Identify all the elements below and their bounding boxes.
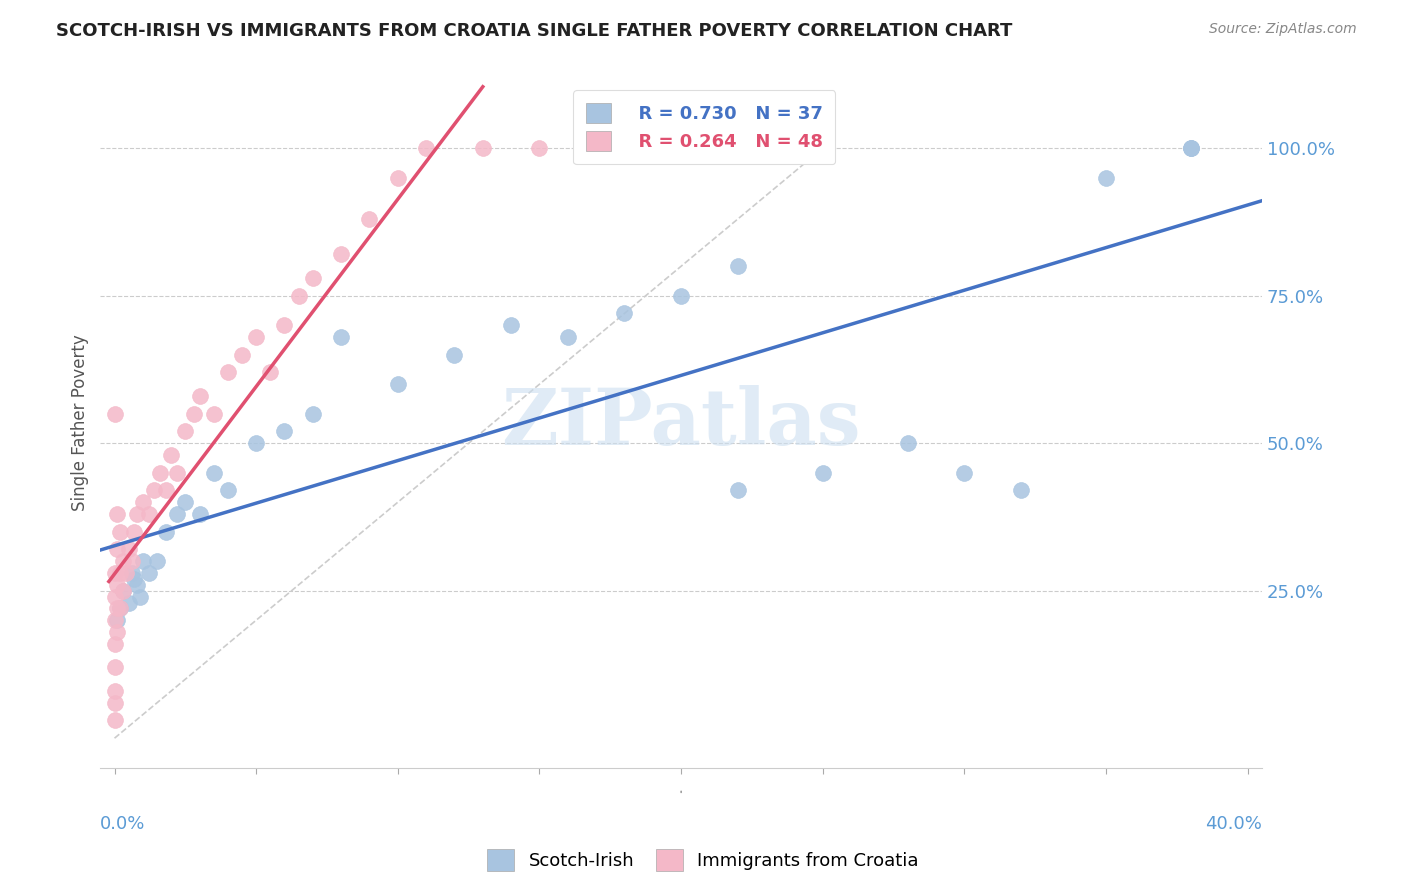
Point bbox=[217, 366, 239, 380]
Legend:   R = 0.730   N = 37,   R = 0.264   N = 48: R = 0.730 N = 37, R = 0.264 N = 48 bbox=[574, 90, 835, 164]
Point bbox=[273, 318, 295, 333]
Point bbox=[259, 366, 281, 380]
Point bbox=[245, 436, 267, 450]
Point bbox=[301, 407, 323, 421]
Point bbox=[217, 483, 239, 498]
Point bbox=[188, 389, 211, 403]
Point bbox=[669, 289, 692, 303]
Point bbox=[415, 141, 437, 155]
Point bbox=[183, 407, 205, 421]
Point bbox=[359, 212, 381, 227]
Y-axis label: Single Father Poverty: Single Father Poverty bbox=[72, 334, 89, 511]
Point bbox=[108, 566, 131, 580]
Point bbox=[1010, 483, 1032, 498]
Point bbox=[174, 495, 197, 509]
Point bbox=[103, 637, 125, 651]
Point bbox=[387, 170, 409, 185]
Point bbox=[132, 495, 155, 509]
Point bbox=[115, 566, 138, 580]
Point bbox=[127, 578, 149, 592]
Point bbox=[103, 613, 125, 627]
Point bbox=[124, 572, 146, 586]
Text: 40.0%: 40.0% bbox=[1205, 814, 1263, 832]
Point bbox=[811, 466, 834, 480]
Point bbox=[138, 566, 160, 580]
Text: Source: ZipAtlas.com: Source: ZipAtlas.com bbox=[1209, 22, 1357, 37]
Point bbox=[111, 554, 134, 568]
Point bbox=[1180, 141, 1202, 155]
Point bbox=[330, 330, 353, 344]
Point bbox=[105, 542, 128, 557]
Point bbox=[105, 625, 128, 640]
Point bbox=[105, 601, 128, 615]
Point bbox=[118, 542, 141, 557]
Point bbox=[149, 466, 172, 480]
Point bbox=[118, 595, 141, 609]
Point bbox=[1180, 141, 1202, 155]
Point bbox=[166, 466, 188, 480]
Point bbox=[501, 318, 523, 333]
Point bbox=[301, 271, 323, 285]
Point bbox=[105, 613, 128, 627]
Point bbox=[287, 289, 309, 303]
Point bbox=[727, 259, 749, 273]
Point bbox=[155, 524, 177, 539]
Point bbox=[103, 566, 125, 580]
Point bbox=[103, 660, 125, 674]
Point bbox=[111, 583, 134, 598]
Text: SCOTCH-IRISH VS IMMIGRANTS FROM CROATIA SINGLE FATHER POVERTY CORRELATION CHART: SCOTCH-IRISH VS IMMIGRANTS FROM CROATIA … bbox=[56, 22, 1012, 40]
Point bbox=[443, 348, 465, 362]
Point bbox=[146, 554, 169, 568]
Legend: Scotch-Irish, Immigrants from Croatia: Scotch-Irish, Immigrants from Croatia bbox=[479, 842, 927, 879]
Point bbox=[330, 247, 353, 261]
Point bbox=[103, 407, 125, 421]
Point bbox=[613, 306, 636, 320]
Point bbox=[1180, 141, 1202, 155]
Point bbox=[108, 524, 131, 539]
Point bbox=[174, 425, 197, 439]
Point bbox=[1095, 170, 1118, 185]
Point bbox=[155, 483, 177, 498]
Point bbox=[529, 141, 551, 155]
Point bbox=[121, 554, 143, 568]
Point bbox=[166, 507, 188, 521]
Point bbox=[132, 554, 155, 568]
Point bbox=[188, 507, 211, 521]
Point bbox=[103, 696, 125, 710]
Point bbox=[108, 601, 131, 615]
Point bbox=[105, 578, 128, 592]
Point bbox=[471, 141, 494, 155]
Point bbox=[138, 507, 160, 521]
Point bbox=[273, 425, 295, 439]
Point bbox=[160, 448, 183, 462]
Point bbox=[129, 590, 152, 604]
Point bbox=[103, 714, 125, 728]
Point bbox=[557, 330, 579, 344]
Point bbox=[245, 330, 267, 344]
Point bbox=[127, 507, 149, 521]
Point bbox=[111, 583, 134, 598]
Point bbox=[897, 436, 920, 450]
Point bbox=[231, 348, 253, 362]
Point bbox=[953, 466, 976, 480]
Point bbox=[124, 524, 146, 539]
Point bbox=[727, 483, 749, 498]
Point bbox=[387, 377, 409, 392]
Point bbox=[202, 466, 225, 480]
Point bbox=[121, 566, 143, 580]
Text: 0.0%: 0.0% bbox=[100, 814, 146, 832]
Point bbox=[103, 684, 125, 698]
Text: ZIPatlas: ZIPatlas bbox=[502, 384, 860, 460]
Point bbox=[143, 483, 166, 498]
Point bbox=[105, 507, 128, 521]
Point bbox=[202, 407, 225, 421]
Point bbox=[108, 601, 131, 615]
Point bbox=[103, 590, 125, 604]
